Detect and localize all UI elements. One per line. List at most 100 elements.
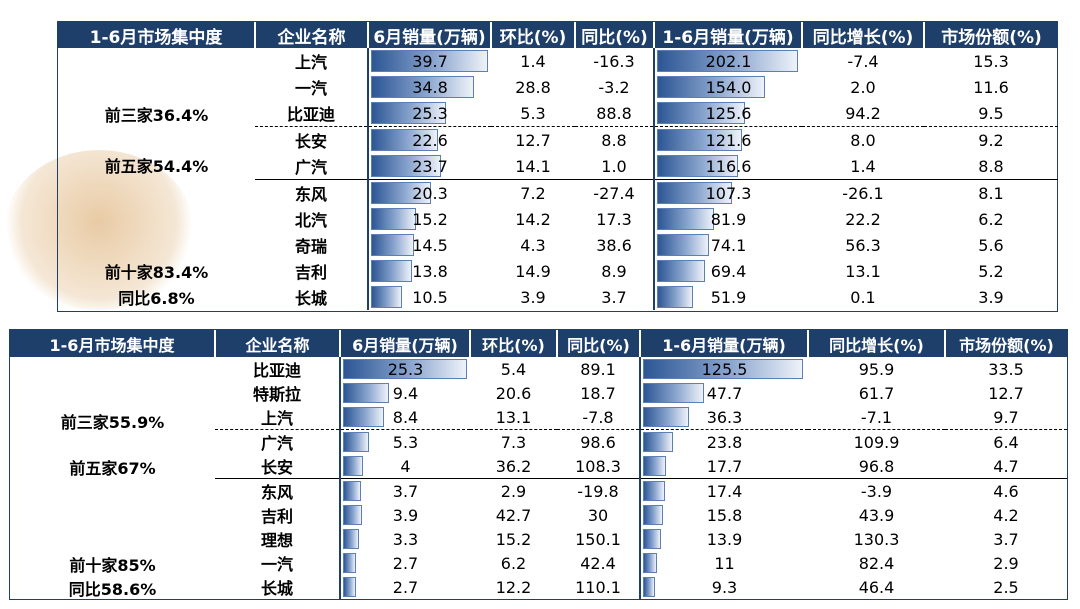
market-share-value: 33.5	[988, 359, 1024, 379]
concentration-label: 前三家55.9%	[60, 413, 165, 432]
june-sales-bar	[343, 577, 357, 597]
june-sales-bar	[343, 505, 363, 525]
mom-value: 12.2	[495, 577, 532, 597]
market-share-value: 6.2	[978, 209, 1004, 229]
market-share-value: 5.2	[978, 261, 1004, 281]
june-sales-bar	[371, 50, 489, 72]
ytd-sales-value: 9.3	[711, 577, 738, 597]
company-name: 比亚迪	[286, 105, 335, 124]
june-sales-cell: 34.8	[367, 74, 491, 100]
market-share-value: 11.6	[973, 77, 1009, 97]
ytd-yoy-value: 13.1	[845, 261, 881, 281]
t1-header-3: 环比(%)	[491, 22, 576, 48]
company-name: 上汽	[260, 409, 293, 428]
concentration-label: 同比6.8%	[118, 289, 195, 308]
mom-value: 7.2	[491, 179, 575, 206]
market-share-value: 2.9	[993, 553, 1019, 573]
ytd-sales-cell: 116.6	[653, 153, 802, 180]
table-row: 一汽 2.7 6.2 42.4 11 82.4 2.9	[10, 551, 1067, 575]
ytd-yoy-value: 46.4	[858, 577, 895, 597]
market-concentration-table-nev: 1-6月市场集中度 企业名称 6月销量(万辆) 环比(%) 同比(%) 1-6月销量(万辆…	[10, 330, 1067, 599]
yoy-value: 88.8	[596, 103, 632, 123]
ytd-sales-bar	[657, 76, 765, 98]
yoy-value: 42.4	[580, 553, 616, 573]
table-row: 东风 3.7 2.9 -19.8 17.4 -3.9 4.6	[10, 478, 1067, 503]
ytd-sales-bar	[657, 286, 694, 308]
ytd-sales-value: 202.1	[705, 51, 752, 71]
june-sales-cell: 9.4	[339, 381, 470, 405]
mom-value: 28.8	[515, 77, 551, 97]
yoy-value: 1.0	[601, 156, 627, 176]
ytd-sales-value: 23.8	[706, 432, 743, 452]
ytd-sales-value: 116.6	[705, 156, 752, 176]
june-sales-bar	[371, 260, 412, 282]
company-name: 东风	[255, 179, 368, 206]
ytd-sales-value: 51.9	[710, 287, 747, 307]
june-sales-cell: 10.5	[367, 284, 491, 310]
concentration-label: 前三家36.4%	[104, 106, 209, 125]
ytd-yoy-value: 22.2	[845, 209, 881, 229]
mom-value: 3.9	[520, 287, 546, 307]
ytd-yoy-value: 8.0	[802, 126, 924, 153]
concentration-label: 前五家67%	[69, 459, 156, 478]
june-sales-value: 2.7	[392, 553, 419, 573]
yoy-value: 8.9	[601, 261, 627, 281]
ytd-sales-value: 36.3	[706, 407, 743, 427]
market-share-value: 3.7	[993, 529, 1019, 549]
ytd-sales-cell: 15.8	[639, 503, 808, 527]
june-sales-cell: 4	[339, 454, 470, 479]
table-row: 前三家55.9% 前五家67% 前十家85% 同比58.6% 比亚迪 25.3 5.4 89.…	[10, 357, 1067, 599]
t2-header-3: 环比(%)	[470, 330, 558, 357]
ytd-sales-bar	[657, 129, 742, 151]
mom-value: 5.3	[520, 103, 546, 123]
ytd-sales-cell: 9.3	[639, 575, 808, 599]
t2-header-0: 1-6月市场集中度	[10, 330, 216, 357]
june-sales-cell: 2.7	[339, 575, 470, 599]
ytd-yoy-value: 43.9	[858, 505, 895, 525]
ytd-sales-value: 74.1	[710, 235, 747, 255]
ytd-sales-cell: 81.9	[653, 206, 802, 232]
june-sales-bar	[343, 529, 360, 549]
table-row: 比亚迪 25.3 5.3 88.8 125.6 94.2 9.5	[58, 100, 1058, 127]
ytd-sales-cell: 202.1	[653, 48, 802, 74]
ytd-sales-cell: 69.4	[653, 258, 802, 284]
market-share-value: 9.5	[978, 103, 1004, 123]
watermark-logo	[4, 150, 194, 310]
june-sales-value: 10.5	[412, 287, 448, 307]
june-sales-bar	[343, 407, 385, 427]
table-row: 北汽 15.2 14.2 17.3 81.9 22.2 6.2	[58, 206, 1058, 232]
ytd-yoy-value: 82.4	[858, 553, 895, 573]
yoy-value: 17.3	[596, 209, 632, 229]
june-sales-value: 23.7	[412, 156, 448, 176]
june-sales-value: 3.3	[392, 529, 419, 549]
concentration-label: 同比58.6%	[68, 580, 157, 599]
yoy-value: 108.3	[575, 456, 621, 476]
ytd-sales-value: 13.9	[706, 529, 743, 549]
ytd-sales-value: 125.5	[701, 359, 748, 379]
t2-header-2: 6月销量(万辆)	[340, 330, 471, 357]
june-sales-bar	[371, 234, 414, 256]
ytd-sales-value: 15.8	[706, 505, 743, 525]
market-share-value: 8.1	[924, 179, 1058, 206]
mom-value: 5.4	[500, 359, 527, 379]
yoy-value: 110.1	[575, 577, 621, 597]
june-sales-bar	[343, 456, 363, 476]
june-sales-bar	[371, 102, 446, 124]
table-row: 上汽 8.4 13.1 -7.8 36.3 -7.1 9.7	[10, 405, 1067, 430]
market-share-value: 4.7	[993, 456, 1019, 476]
t2-header-1: 企业名称	[215, 330, 341, 357]
ytd-yoy-value: 2.0	[850, 77, 876, 97]
yoy-value: 30	[587, 505, 609, 525]
t2-header-6: 同比增长(%)	[808, 330, 946, 357]
june-sales-value: 3.7	[392, 481, 419, 501]
mom-value: 14.9	[515, 261, 551, 281]
market-share-value: 8.8	[978, 156, 1004, 176]
yoy-value: 18.7	[580, 383, 616, 403]
ytd-sales-bar	[643, 505, 664, 525]
ytd-yoy-value: -3.9	[808, 478, 945, 503]
company-name: 北汽	[294, 211, 327, 230]
company-name: 吉利	[260, 507, 293, 526]
ytd-yoy-value: 109.9	[808, 429, 945, 454]
ytd-sales-cell: 121.6	[653, 126, 802, 153]
june-sales-value: 14.5	[412, 235, 448, 255]
